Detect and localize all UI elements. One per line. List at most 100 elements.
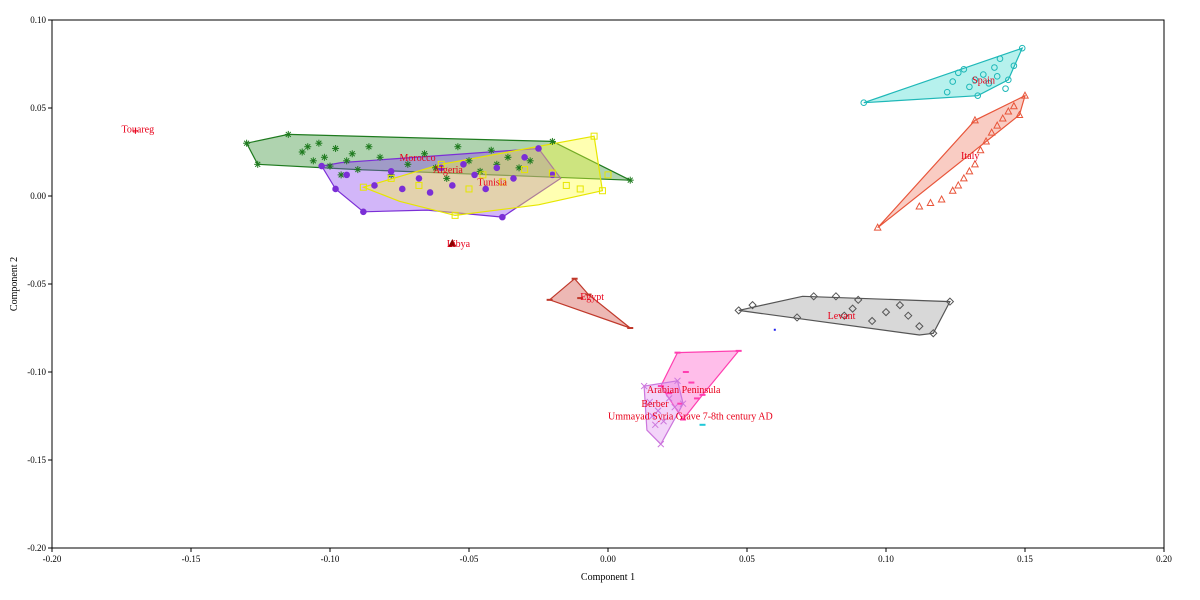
point-italy: [1015, 110, 1024, 119]
point-algeria: [426, 189, 434, 196]
point-morocco: [354, 166, 362, 174]
point-algeria: [387, 168, 395, 175]
label-morocco: Morocco: [400, 153, 436, 164]
x-tick-label: 0.05: [739, 554, 755, 564]
point-tunisia: [415, 181, 423, 189]
x-tick-label: -0.20: [43, 554, 62, 564]
point-morocco: [298, 148, 306, 156]
point-italy: [948, 186, 957, 194]
point-spain: [1005, 76, 1012, 84]
asterisk-stroke: [343, 157, 350, 164]
point-spain: [991, 64, 998, 71]
point-levant: [848, 304, 857, 313]
point-morocco: [326, 162, 334, 170]
cross-stroke: [657, 440, 665, 448]
point-morocco: [243, 139, 251, 147]
point-algeria: [371, 182, 378, 189]
cross-stroke: [649, 412, 656, 420]
x-tick-label: -0.15: [182, 554, 201, 564]
point-morocco: [315, 139, 323, 147]
point-tunisia: [562, 181, 570, 189]
point-tunisia: [359, 183, 367, 191]
point-morocco: [548, 137, 556, 145]
cross-stroke: [646, 398, 654, 406]
asterisk-stroke: [366, 143, 372, 150]
y-tick-label: 0.05: [30, 103, 46, 113]
point-tunisia: [576, 185, 584, 193]
asterisk-stroke: [455, 143, 461, 150]
cross-stroke: [660, 417, 667, 425]
point-morocco: [421, 150, 429, 158]
label-touareg: Touareg: [122, 125, 155, 136]
point-morocco: [376, 153, 384, 161]
point-levant: [748, 300, 757, 310]
plot-area: [51, 19, 1165, 549]
asterisk-stroke: [349, 150, 356, 157]
point-berber: [654, 407, 662, 415]
point-algeria: [521, 153, 528, 161]
asterisk-stroke: [310, 157, 317, 164]
point-levant: [853, 295, 863, 305]
point-tunisia: [387, 174, 395, 182]
y-tick-label: 0.00: [30, 191, 46, 201]
point-algeria: [437, 164, 445, 172]
cross-stroke: [679, 400, 687, 408]
point-tunisia: [590, 132, 598, 140]
y-axis-title: Component 2: [9, 257, 20, 311]
point-algeria: [332, 185, 339, 193]
point-levant: [867, 316, 877, 326]
point-levant: [904, 311, 913, 320]
x-tick-label: -0.10: [321, 554, 340, 564]
label-ummayad-syria-grave-7-8th-century-ad: Ummayad Syria Grave 7-8th century AD: [608, 412, 773, 423]
cross-stroke: [671, 403, 679, 411]
asterisk-stroke: [377, 154, 383, 161]
point-libya: [448, 238, 457, 247]
point-morocco: [365, 143, 373, 151]
asterisk-stroke: [354, 166, 361, 173]
point-unlabeled: [773, 328, 776, 331]
point-italy: [982, 136, 991, 145]
cross-stroke: [651, 421, 659, 429]
asterisk-stroke: [466, 157, 472, 164]
point-levant: [840, 311, 849, 320]
point-levant: [895, 300, 905, 310]
point-berber: [640, 382, 648, 390]
y-axis: 0.10 0.05 0.00 -0.05 -0.10 -0.15 -0.20: [27, 15, 52, 553]
point-morocco: [465, 157, 473, 165]
group-points: [132, 44, 1030, 448]
asterisk-stroke: [516, 165, 522, 171]
point-algeria: [343, 171, 350, 179]
label-libya: Libya: [447, 239, 471, 250]
point-algeria: [499, 213, 506, 221]
asterisk-stroke: [549, 138, 556, 145]
cross-stroke: [654, 407, 662, 415]
point-algeria: [510, 175, 517, 182]
x-tick-label: -0.05: [460, 554, 479, 564]
point-italy: [998, 113, 1007, 122]
x-tick-label: 0.20: [1156, 554, 1172, 564]
asterisk-stroke: [488, 147, 495, 154]
point-algeria: [415, 175, 423, 182]
asterisk-stroke: [338, 172, 344, 178]
point-italy: [954, 180, 963, 189]
point-levant: [809, 292, 818, 301]
point-italy: [993, 121, 1002, 129]
point-spain: [1010, 62, 1018, 70]
point-algeria: [493, 164, 501, 172]
point-spain: [966, 83, 973, 91]
point-algeria: [460, 161, 467, 168]
point-tunisia: [521, 166, 529, 174]
asterisk-stroke: [304, 143, 311, 150]
asterisk-stroke: [505, 154, 511, 161]
point-spain: [954, 69, 962, 77]
asterisk-stroke: [299, 149, 306, 155]
point-morocco: [332, 144, 340, 152]
label-spain: Spain: [972, 75, 995, 86]
point-spain: [860, 99, 868, 107]
asterisk-stroke: [327, 163, 333, 169]
y-tick-label: -0.15: [27, 455, 46, 465]
point-tunisia: [465, 185, 473, 193]
label-egypt: Egypt: [580, 292, 604, 303]
point-spain: [1002, 85, 1009, 92]
